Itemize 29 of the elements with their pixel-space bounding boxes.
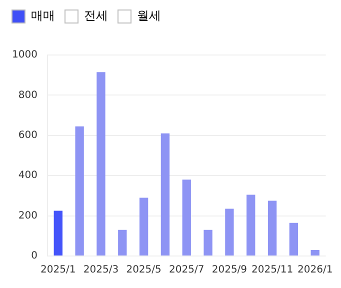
x-tick-label: 2025/11	[252, 264, 294, 276]
x-tick-label: 2025/9	[212, 264, 248, 276]
bar	[246, 194, 256, 256]
legend-label: 전세	[84, 8, 108, 23]
bar	[268, 200, 277, 256]
bar	[139, 198, 148, 256]
bar	[225, 208, 234, 256]
y-tick-label: 800	[18, 90, 38, 101]
y-tick-label: 200	[18, 210, 38, 222]
x-tick-label: 2025/1	[40, 264, 76, 276]
y-tick-label: 0	[31, 250, 38, 262]
y-tick-label: 400	[18, 170, 38, 182]
bar	[118, 230, 127, 256]
legend-label: 월세	[137, 8, 161, 23]
y-tick-label: 600	[18, 130, 38, 141]
x-tick-label: 2026/1	[298, 264, 333, 276]
bar	[204, 230, 212, 256]
bar	[54, 210, 62, 256]
bar	[160, 133, 170, 256]
bar	[289, 222, 298, 256]
legend-label: 매매	[31, 8, 55, 23]
bar	[310, 250, 320, 256]
bar	[96, 72, 106, 256]
bar	[75, 126, 84, 256]
bar	[182, 180, 191, 256]
x-tick-label: 2025/3	[83, 264, 119, 276]
x-tick-label: 2025/7	[169, 264, 204, 276]
x-tick-label: 2025/5	[126, 264, 162, 276]
y-tick-label: 1000	[12, 50, 38, 61]
